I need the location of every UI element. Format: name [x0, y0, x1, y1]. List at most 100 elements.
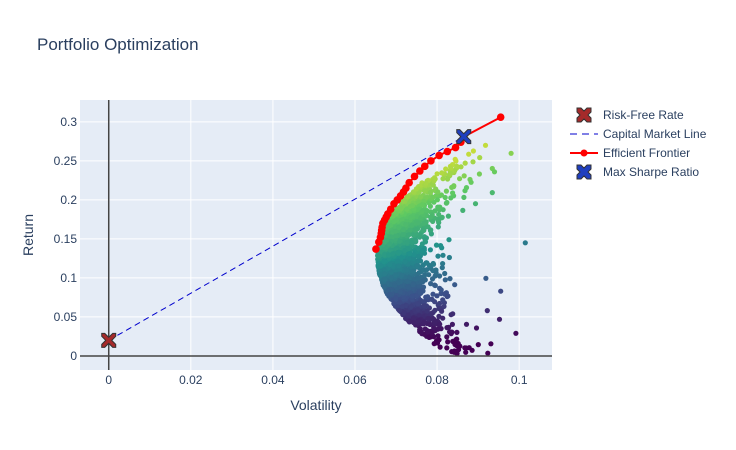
portfolio-point — [425, 294, 431, 300]
portfolio-point — [396, 238, 402, 244]
portfolio-point — [392, 272, 398, 278]
legend[interactable]: Risk-Free Rate Capital Market Line Effic… — [570, 107, 707, 180]
x-tick-label: 0.04 — [261, 373, 285, 387]
portfolio-point — [435, 216, 441, 222]
portfolio-cloud — [375, 142, 528, 357]
portfolio-point — [448, 165, 454, 171]
portfolio-point — [405, 239, 411, 245]
efficient-frontier-point — [386, 205, 395, 214]
legend-item-max-sharpe-ratio[interactable]: Max Sharpe Ratio — [576, 164, 699, 180]
portfolio-point — [496, 316, 503, 322]
portfolio-point — [386, 252, 392, 258]
portfolio-point — [397, 289, 403, 295]
portfolio-point — [458, 164, 464, 170]
portfolio-point — [418, 279, 424, 285]
portfolio-point — [460, 207, 466, 213]
portfolio-point — [384, 237, 390, 243]
portfolio-point — [435, 204, 441, 210]
portfolio-point — [440, 176, 446, 182]
portfolio-point — [423, 267, 429, 273]
portfolio-point — [449, 349, 455, 355]
efficient-frontier-point — [443, 147, 452, 156]
portfolio-point — [437, 321, 443, 327]
legend-item-efficient-frontier[interactable]: Efficient Frontier — [570, 146, 690, 160]
portfolio-point — [410, 282, 416, 288]
portfolio-point — [411, 252, 417, 258]
portfolio-point — [437, 273, 443, 279]
portfolio-point — [381, 252, 388, 258]
portfolio-point — [399, 272, 405, 278]
portfolio-point — [461, 194, 467, 200]
plot-area[interactable] — [80, 100, 552, 370]
y-tick-label: 0.05 — [54, 310, 78, 324]
portfolio-point — [395, 258, 401, 264]
legend-max-sharpe-x-icon — [576, 164, 592, 180]
portfolio-point — [422, 277, 428, 283]
portfolio-point — [446, 254, 452, 261]
portfolio-point — [428, 227, 434, 233]
portfolio-point — [443, 166, 449, 172]
efficient-frontier-point — [402, 184, 410, 192]
portfolio-point — [454, 336, 460, 342]
portfolio-point — [401, 294, 407, 300]
portfolio-point — [430, 260, 436, 267]
portfolio-point — [445, 213, 451, 219]
portfolio-point — [404, 194, 411, 200]
risk-free-rate-marker — [101, 332, 117, 348]
portfolio-point — [470, 148, 476, 154]
portfolio-point — [423, 180, 429, 186]
portfolio-point — [396, 225, 402, 231]
portfolio-point — [466, 151, 472, 157]
portfolio-point — [442, 277, 448, 283]
portfolio-point — [433, 242, 440, 248]
portfolio-point — [452, 341, 458, 348]
portfolio-point — [522, 240, 528, 246]
y-tick-label: 0.3 — [60, 115, 77, 129]
portfolio-point — [403, 221, 409, 228]
portfolio-point — [491, 169, 498, 175]
portfolio-point — [462, 160, 468, 166]
portfolio-point — [409, 239, 415, 246]
portfolio-point — [437, 344, 443, 350]
portfolio-point — [450, 190, 456, 196]
portfolio-point — [392, 228, 398, 234]
portfolio-point — [422, 298, 428, 304]
portfolio-point — [391, 218, 397, 224]
portfolio-point — [415, 307, 421, 313]
portfolio-point — [421, 303, 427, 309]
x-tick-label: 0.08 — [425, 373, 449, 387]
portfolio-point — [417, 289, 423, 295]
portfolio-point — [439, 170, 445, 176]
portfolio-point — [461, 173, 467, 179]
portfolio-point — [415, 253, 421, 260]
portfolio-point — [442, 194, 448, 201]
portfolio-point — [462, 188, 468, 194]
legend-risk-free-x-icon — [576, 107, 592, 123]
portfolio-point — [498, 288, 504, 294]
capital-market-line — [108, 136, 465, 341]
portfolio-point — [438, 243, 444, 249]
y-tick-label: 0.1 — [60, 271, 77, 285]
legend-item-risk-free-rate[interactable]: Risk-Free Rate — [576, 107, 684, 123]
portfolio-point — [406, 232, 412, 238]
portfolio-point — [454, 329, 460, 335]
portfolio-point — [469, 347, 475, 353]
portfolio-point — [428, 296, 435, 302]
portfolio-point — [384, 224, 390, 230]
portfolio-point — [457, 176, 463, 182]
portfolio-point — [488, 341, 494, 347]
y-axis-title: Return — [20, 214, 36, 256]
portfolio-point — [418, 194, 424, 200]
portfolio-point — [473, 325, 480, 331]
portfolio-point — [415, 301, 421, 307]
portfolio-point — [404, 206, 410, 212]
portfolio-point — [418, 329, 424, 335]
portfolio-point — [392, 282, 398, 288]
efficient-frontier-point — [420, 162, 429, 171]
efficient-frontier-point — [435, 151, 443, 160]
portfolio-point — [440, 252, 446, 258]
legend-item-capital-market-line[interactable]: Capital Market Line — [570, 127, 707, 141]
portfolio-point — [439, 265, 445, 271]
portfolio-point — [436, 300, 443, 307]
portfolio-point — [449, 321, 455, 327]
